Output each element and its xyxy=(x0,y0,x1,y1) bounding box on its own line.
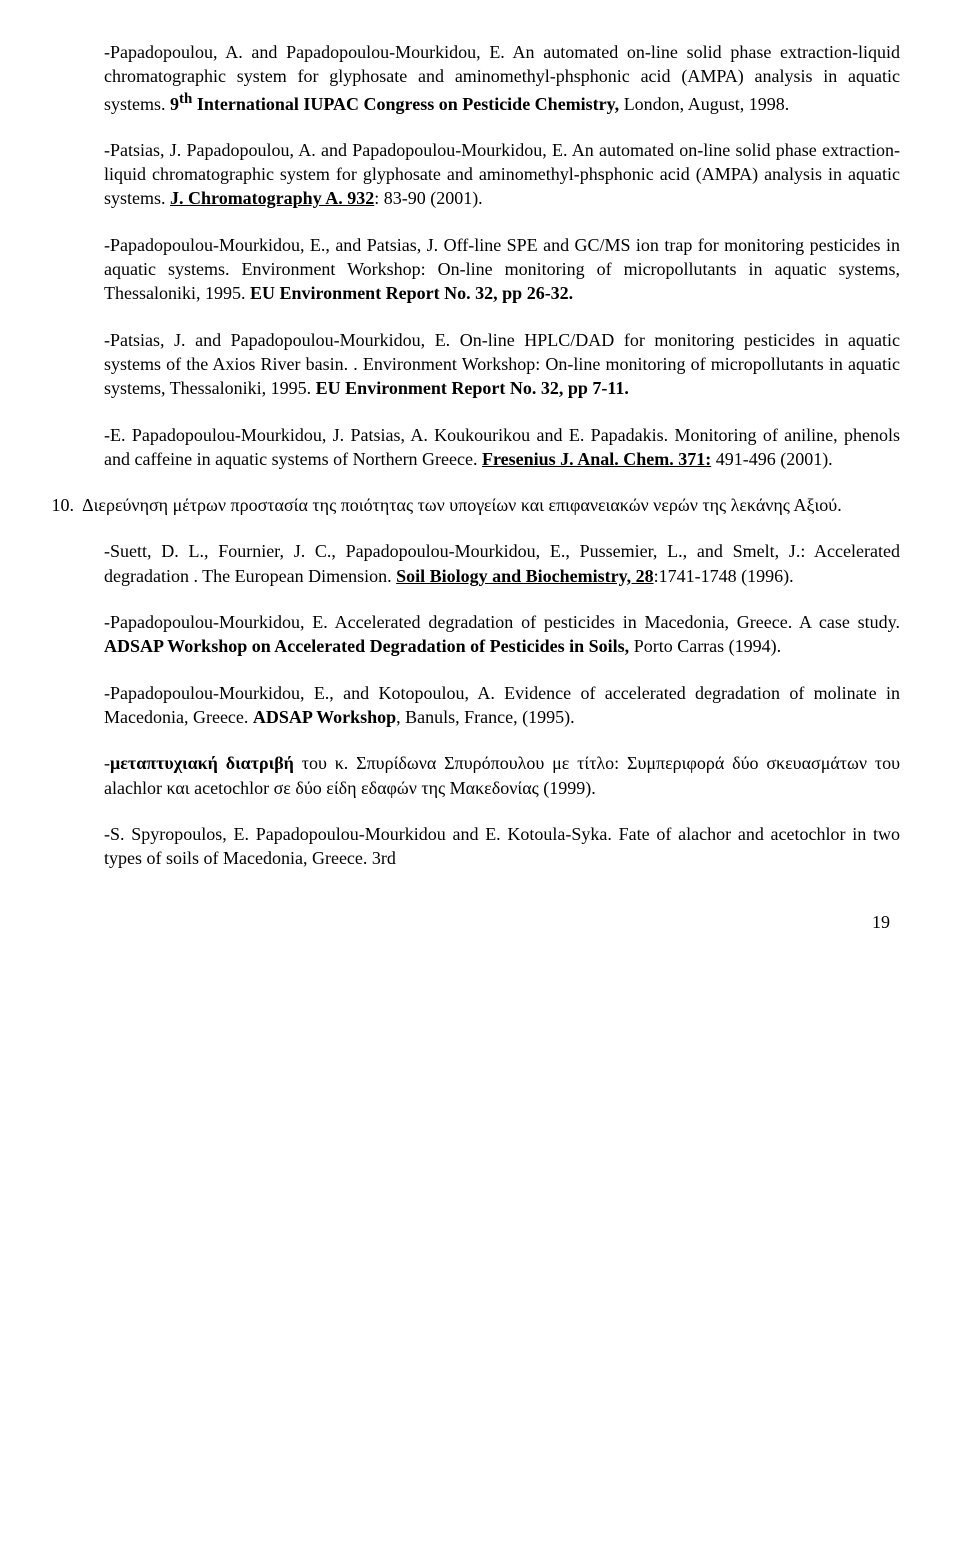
p10-text-a: -S. Spyropoulos, E. Papadopoulou-Mourkid… xyxy=(104,824,900,868)
p6-text-b: Soil Biology and Biochemistry, 28 xyxy=(396,566,654,586)
p1-sup: th xyxy=(179,91,192,107)
p2-text-c: : 83-90 (2001). xyxy=(374,188,482,208)
p8-text-c: , Banuls, France, (1995). xyxy=(396,707,574,727)
p3-text-b: EU Environment Report No. 32, pp 26-32. xyxy=(250,283,573,303)
paragraph-6: -Suett, D. L., Fournier, J. C., Papadopo… xyxy=(40,539,900,588)
item-10-text: Διερεύνηση μέτρων προστασία της ποιότητα… xyxy=(82,493,900,517)
paragraph-7: -Papadopoulou-Mourkidou, E. Accelerated … xyxy=(40,610,900,659)
p6-text-c: :1741-1748 (1996). xyxy=(654,566,794,586)
p4-text-b: EU Environment Report No. 32, pp 7-11. xyxy=(316,378,629,398)
paragraph-3: -Papadopoulou-Mourkidou, E., and Patsias… xyxy=(40,233,900,306)
p7-text-b: ADSAP Workshop on Accelerated Degradatio… xyxy=(104,636,629,656)
p1-text-b: 9 xyxy=(170,94,179,114)
p5-text-b: Fresenius J. Anal. Chem. 371: xyxy=(482,449,711,469)
p1-text-c: International IUPAC Congress on Pesticid… xyxy=(192,94,619,114)
page-number: 19 xyxy=(40,910,900,934)
paragraph-10: -S. Spyropoulos, E. Papadopoulou-Mourkid… xyxy=(40,822,900,871)
p7-text-c: Porto Carras (1994). xyxy=(629,636,781,656)
paragraph-5: -E. Papadopoulou-Mourkidou, J. Patsias, … xyxy=(40,423,900,472)
paragraph-2: -Patsias, J. Papadopoulou, A. and Papado… xyxy=(40,138,900,211)
numbered-item-10: 10. Διερεύνηση μέτρων προστασία της ποιό… xyxy=(40,493,900,517)
paragraph-1: -Papadopoulou, A. and Papadopoulou-Mourk… xyxy=(40,40,900,116)
paragraph-8: -Papadopoulou-Mourkidou, E., and Kotopou… xyxy=(40,681,900,730)
item-number: 10. xyxy=(40,493,82,517)
p5-text-c: 491-496 (2001). xyxy=(711,449,832,469)
p9-text-b: μεταπτυχιακή διατριβή xyxy=(110,753,294,773)
p8-text-b: ADSAP Workshop xyxy=(253,707,396,727)
p2-text-b: J. Chromatography A. 932 xyxy=(170,188,374,208)
paragraph-9: -μεταπτυχιακή διατριβή του κ. Σπυρίδωνα … xyxy=(40,751,900,800)
p7-text-a: -Papadopoulou-Mourkidou, E. Accelerated … xyxy=(104,612,900,632)
paragraph-4: -Patsias, J. and Papadopoulou-Mourkidou,… xyxy=(40,328,900,401)
p1-text-d: London, August, 1998. xyxy=(619,94,789,114)
